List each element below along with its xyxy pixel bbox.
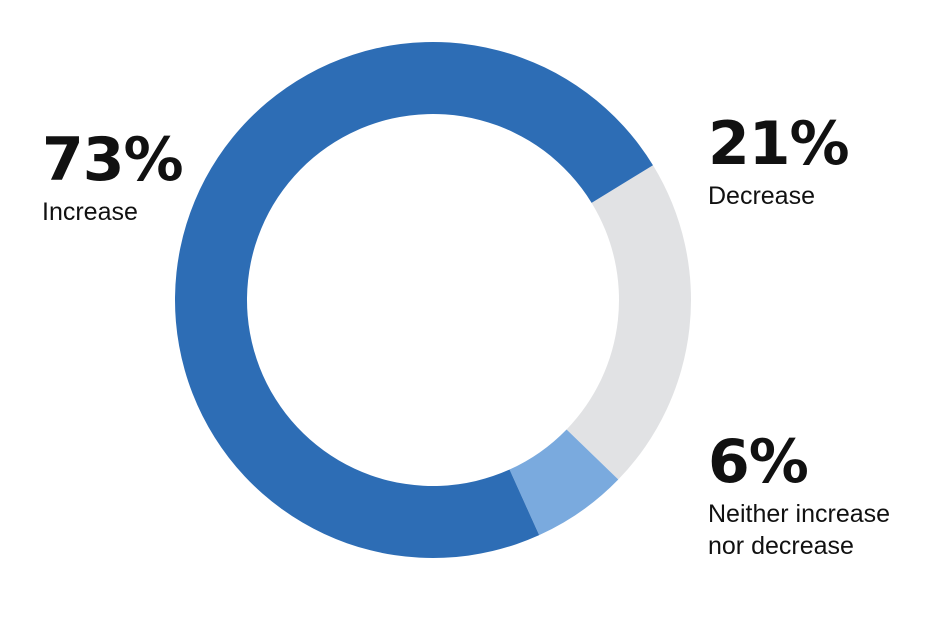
data-label-neither-name-line1: Neither increase bbox=[708, 500, 891, 528]
callout-decrease: 21% Decrease bbox=[708, 109, 850, 212]
data-label-increase-name: Increase bbox=[42, 198, 138, 226]
data-label-neither-value: 6% bbox=[708, 427, 809, 497]
data-label-decrease-name: Decrease bbox=[708, 182, 815, 210]
slice-increase bbox=[175, 42, 653, 559]
data-label-increase-value: 73% bbox=[42, 125, 184, 195]
data-label-neither-name-line2: nor decrease bbox=[708, 532, 854, 560]
callout-neither: 6% Neither increase nor decrease bbox=[708, 430, 890, 562]
data-label-decrease-value: 21% bbox=[708, 109, 850, 179]
slice-neither bbox=[509, 429, 619, 536]
slice-decrease bbox=[566, 165, 691, 480]
callout-increase: 73% Increase bbox=[42, 125, 184, 228]
donut-slices bbox=[175, 42, 691, 559]
